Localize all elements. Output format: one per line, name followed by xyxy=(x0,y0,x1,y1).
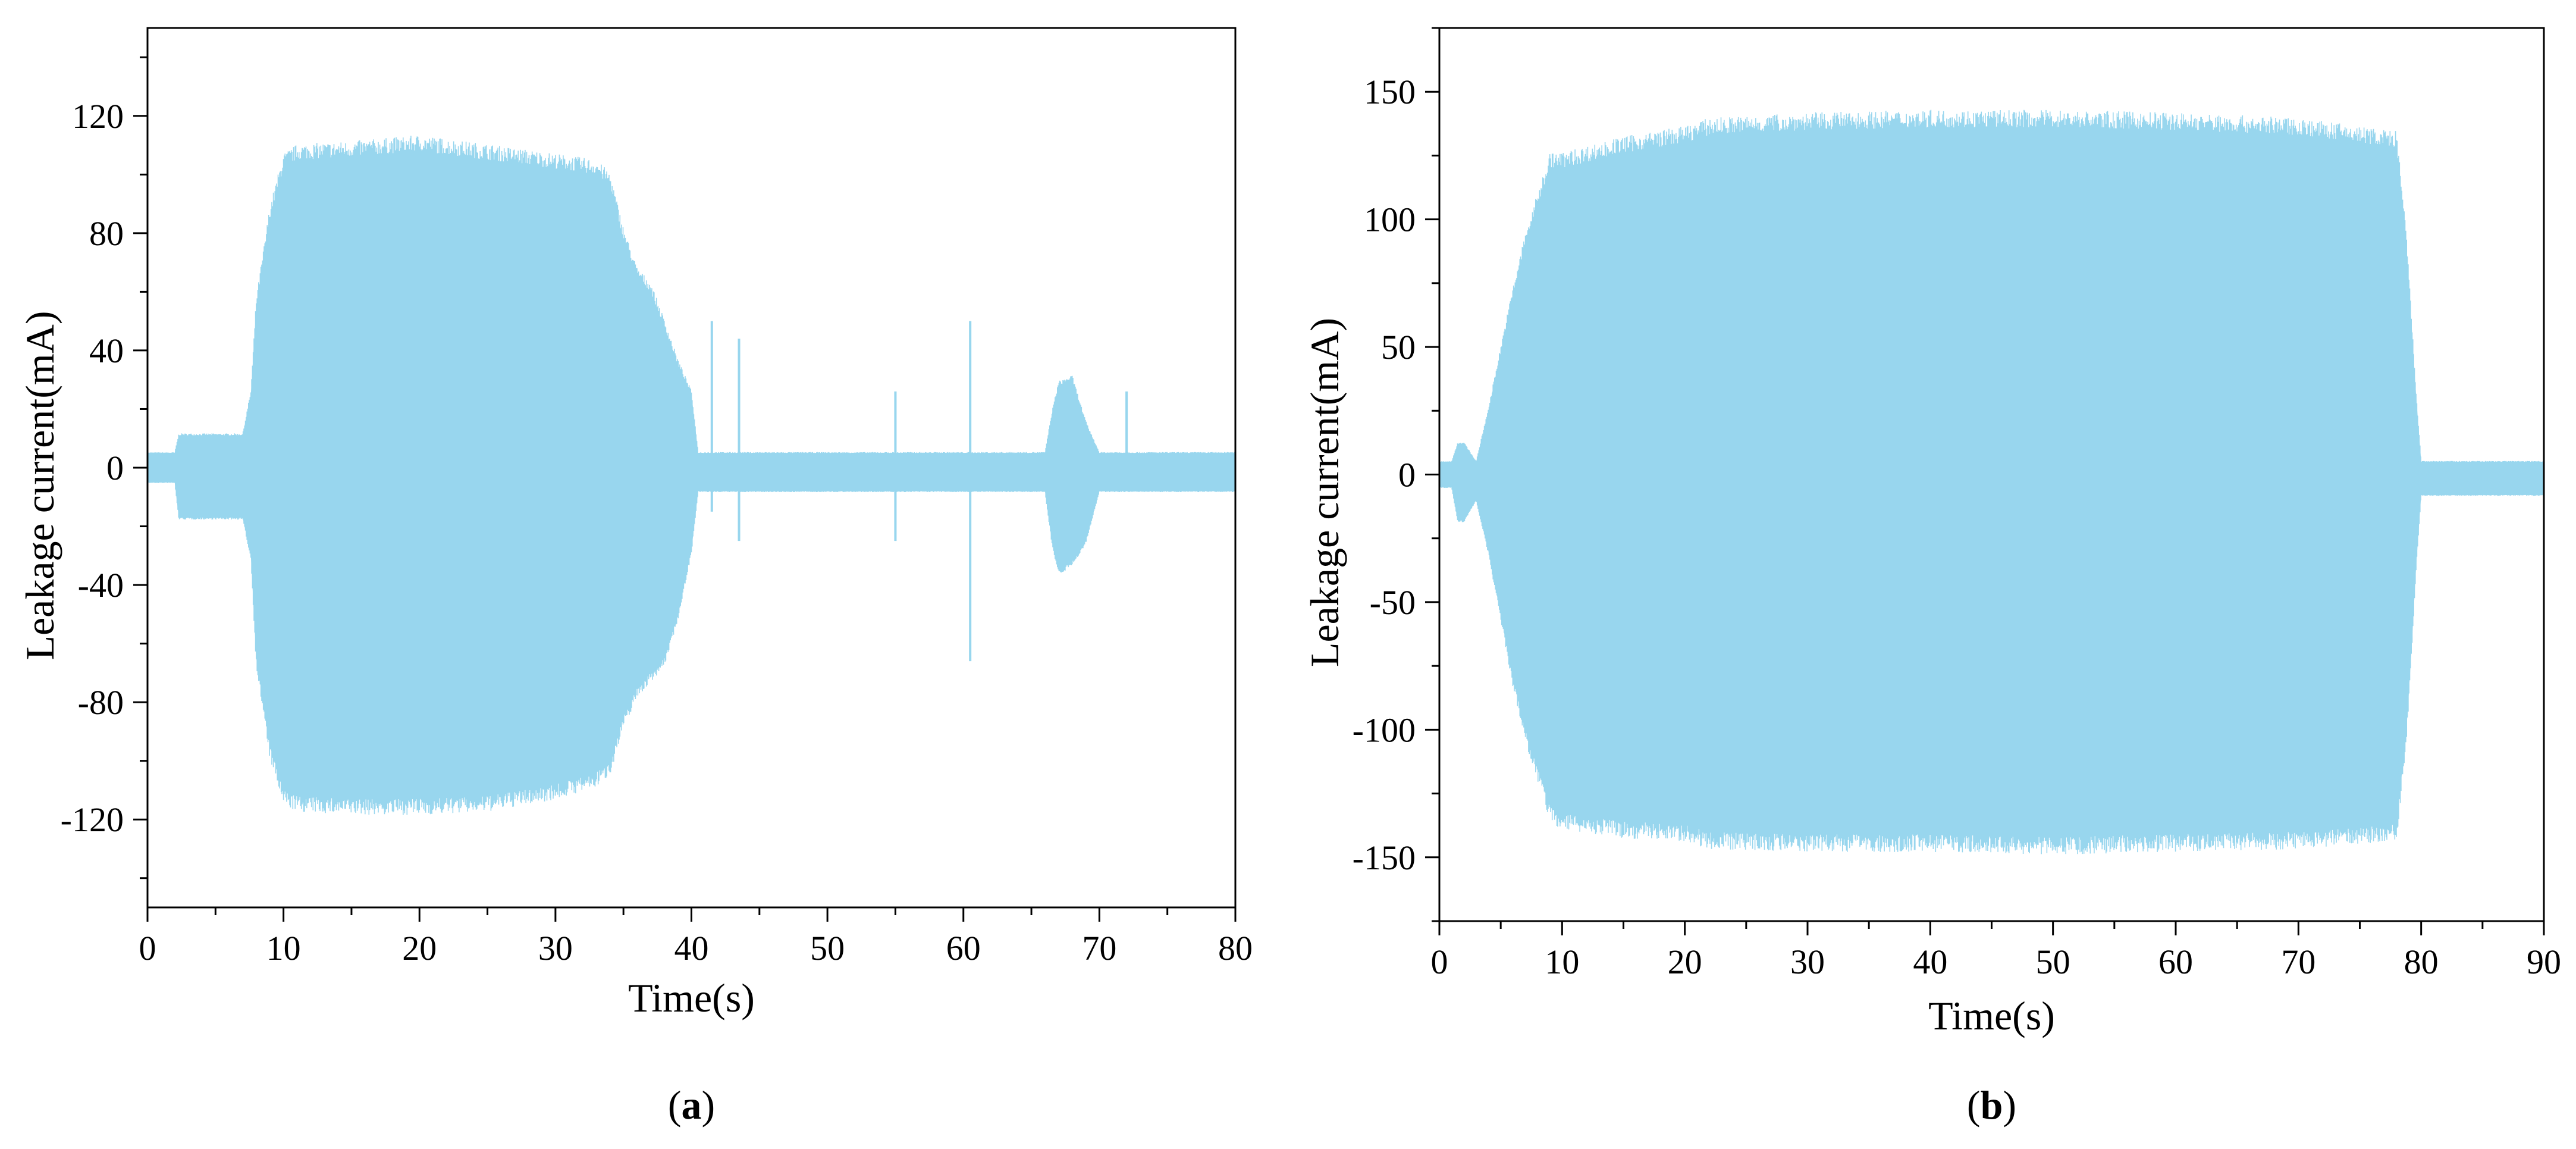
panel-label: (a) xyxy=(668,1082,715,1128)
x-tick-label: 80 xyxy=(1218,929,1253,968)
panel-label: (b) xyxy=(1967,1082,2016,1128)
y-tick-label: -120 xyxy=(61,800,124,839)
x-tick-label: 0 xyxy=(1431,943,1448,981)
y-tick-label: -100 xyxy=(1353,710,1416,749)
x-tick-label: 40 xyxy=(674,929,709,968)
signal-trace xyxy=(1439,109,2544,854)
x-tick-label: 10 xyxy=(1545,943,1579,981)
x-tick-label: 20 xyxy=(1668,943,1702,981)
x-tick-label: 30 xyxy=(538,929,573,968)
y-tick-label: -80 xyxy=(78,683,124,722)
y-tick-label: 80 xyxy=(89,214,124,253)
x-tick-label: 90 xyxy=(2527,943,2561,981)
y-tick-label: -50 xyxy=(1370,583,1416,622)
y-tick-label: 0 xyxy=(1398,456,1416,494)
x-tick-label: 70 xyxy=(1082,929,1116,968)
x-tick-label: 80 xyxy=(2404,943,2439,981)
x-tick-label: 70 xyxy=(2281,943,2315,981)
panel-label-letter: a xyxy=(682,1082,702,1128)
y-tick-label: 40 xyxy=(89,331,124,370)
y-axis-title: Leakage current(mA) xyxy=(17,311,62,660)
y-tick-label: 150 xyxy=(1364,73,1416,111)
panel-label-open: ( xyxy=(668,1082,682,1128)
signal-trace xyxy=(148,136,1235,815)
y-tick-label: 0 xyxy=(106,449,124,487)
x-tick-label: 20 xyxy=(402,929,437,968)
panel-label-open: ( xyxy=(1967,1082,1981,1128)
chart-panel-a: 0 10 20 30 40 50 60 70 80 -120 -80 -40 0 40 80 120 Time(… xyxy=(17,27,1253,1128)
panel-label-close: ) xyxy=(702,1082,716,1128)
x-tick-label: 50 xyxy=(2036,943,2070,981)
x-tick-label: 60 xyxy=(946,929,981,968)
x-tick-label: 40 xyxy=(1913,943,1947,981)
y-tick-label: 50 xyxy=(1381,328,1416,367)
x-tick-label: 30 xyxy=(1790,943,1825,981)
x-tick-label: 60 xyxy=(2158,943,2193,981)
x-axis-title: Time(s) xyxy=(628,975,755,1020)
x-tick-label: 10 xyxy=(266,929,301,968)
panel-label-letter: b xyxy=(1981,1082,2003,1128)
chart-panel-b: 0 10 20 30 40 50 60 70 80 90 -150 -100 -50 0 50 100 150 T… xyxy=(1302,27,2561,1128)
y-tick-label: 100 xyxy=(1364,201,1416,239)
plot-area xyxy=(148,136,1235,815)
x-axis-title: Time(s) xyxy=(1928,993,2055,1038)
y-tick-label: -150 xyxy=(1353,838,1416,877)
plot-area xyxy=(1439,109,2544,854)
x-tick-label: 50 xyxy=(810,929,845,968)
panel-label-close: ) xyxy=(2003,1082,2016,1128)
y-axis-title: Leakage current(mA) xyxy=(1302,318,1347,667)
y-tick-label: -40 xyxy=(78,566,124,605)
x-tick-label: 0 xyxy=(139,929,156,968)
y-tick-label: 120 xyxy=(72,97,124,136)
